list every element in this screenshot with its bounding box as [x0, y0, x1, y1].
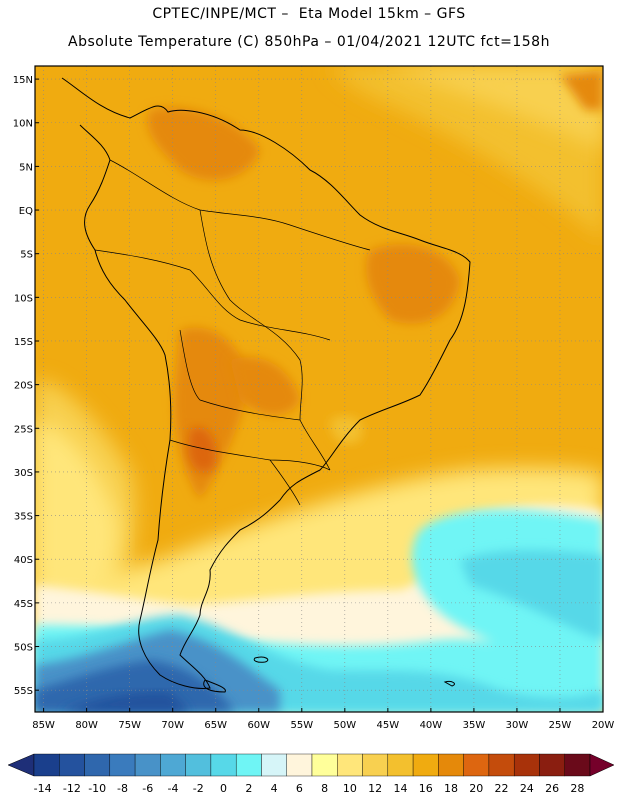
lon-label: 45W [377, 720, 400, 731]
colorbar-label: -8 [117, 782, 128, 795]
colorbar-label: 4 [271, 782, 278, 795]
lon-label: 25W [549, 720, 572, 731]
lon-label: 30W [506, 720, 529, 731]
lat-label: 55S [14, 686, 33, 697]
latitude-labels: 15N 10N 5N EQ 5S 10S 15S 20S 25S 30S 35S 40S 45S 50S 5… [13, 75, 39, 697]
title-line-1: CPTEC/INPE/MCT – Eta Model 15km – GFS [152, 6, 466, 22]
colorbar-swatch [286, 753, 313, 777]
colorbar-label: -6 [142, 782, 153, 795]
lat-label: 15N [13, 75, 33, 86]
lat-label: 5N [19, 162, 33, 173]
country-borders [94, 159, 371, 506]
lat-label: 35S [14, 512, 33, 523]
lat-label: EQ [19, 206, 33, 217]
map-frame [34, 65, 604, 713]
lat-label: 10N [13, 119, 33, 130]
lon-label: 75W [118, 720, 141, 731]
colorbar-swatch [311, 753, 338, 777]
colorbar-swatch [438, 753, 464, 777]
colorbar: -14 -12 -10 -8 -6 -4 -2 0 2 4 6 8 10 12 14 16 18 20 22 24 26… [7, 753, 615, 795]
colorbar-label: -12 [63, 782, 81, 795]
lon-label: 40W [420, 720, 443, 731]
colorbar-swatch [160, 753, 186, 777]
colorbar-swatch [463, 753, 490, 777]
colorbar-over-arrow [589, 753, 615, 777]
colorbar-label: -4 [168, 782, 179, 795]
colorbar-label: 0 [220, 782, 227, 795]
lat-label: 5S [20, 250, 33, 261]
lat-label: 45S [14, 599, 33, 610]
colorbar-label: 24 [520, 782, 534, 795]
colorbar-label: 12 [368, 782, 382, 795]
colorbar-swatch [109, 753, 136, 777]
lon-label: 60W [247, 720, 270, 731]
colorbar-label: 28 [570, 782, 584, 795]
colorbar-swatch [387, 753, 414, 777]
title-line-2: Absolute Temperature (C) 850hPa – 01/04/… [68, 34, 550, 50]
lon-label: 85W [32, 720, 55, 731]
colorbar-label: 2 [245, 782, 252, 795]
colorbar-swatch [134, 753, 161, 777]
colorbar-swatch [59, 753, 85, 777]
lon-label: 70W [161, 720, 184, 731]
lat-label: 50S [14, 643, 33, 654]
colorbar-swatch [33, 753, 60, 777]
lat-label: 20S [14, 381, 33, 392]
colorbar-swatch [261, 753, 287, 777]
colorbar-label: 18 [444, 782, 458, 795]
colorbar-swatch [412, 753, 439, 777]
colorbar-label: 14 [393, 782, 407, 795]
lon-label: 35W [463, 720, 486, 731]
colorbar-under-arrow [7, 753, 35, 777]
colorbar-label: 20 [469, 782, 483, 795]
colorbar-label: 16 [419, 782, 433, 795]
colorbar-swatch [488, 753, 515, 777]
colorbar-label: -2 [193, 782, 204, 795]
lon-label: 65W [204, 720, 227, 731]
grid-lines [35, 66, 604, 712]
colorbar-label: 26 [545, 782, 559, 795]
colorbar-label: 6 [296, 782, 303, 795]
longitude-labels: 85W 80W 75W 70W 65W 60W 55W 50W 45W 40W 35W 30W 25W 2… [32, 708, 614, 731]
lat-label: 25S [14, 424, 33, 435]
lon-label: 80W [75, 720, 98, 731]
colorbar-swatch [185, 753, 212, 777]
colorbar-label: -14 [34, 782, 52, 795]
lon-label: 50W [334, 720, 357, 731]
colorbar-swatch [539, 753, 565, 777]
colorbar-swatch [564, 753, 591, 777]
colorbar-label: 22 [495, 782, 509, 795]
colorbar-swatch [210, 753, 237, 777]
lat-label: 40S [14, 555, 33, 566]
colorbar-label: -10 [88, 782, 106, 795]
lon-label: 55W [290, 720, 313, 731]
colorbar-swatch [362, 753, 389, 777]
lon-label: 20W [592, 720, 615, 731]
coastlines [61, 77, 471, 693]
lat-label: 15S [14, 337, 33, 348]
colorbar-swatch [84, 753, 111, 777]
colorbar-swatch [337, 753, 363, 777]
colorbar-swatch [235, 753, 262, 777]
colorbar-label: 10 [343, 782, 357, 795]
lat-label: 30S [14, 468, 33, 479]
lat-label: 10S [14, 293, 33, 304]
colorbar-swatch [513, 753, 540, 777]
temperature-field [35, 66, 603, 712]
colorbar-label: 8 [321, 782, 328, 795]
